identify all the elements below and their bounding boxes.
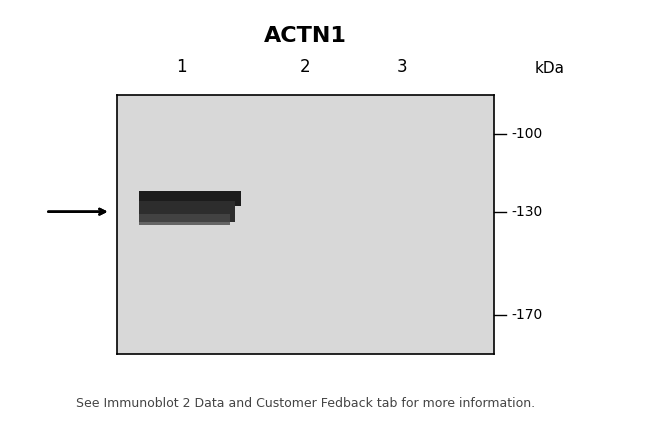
Text: -100: -100 bbox=[511, 127, 542, 141]
Text: ACTN1: ACTN1 bbox=[264, 26, 347, 46]
Bar bbox=[138, 191, 241, 206]
Text: 3: 3 bbox=[397, 57, 408, 76]
Text: 2: 2 bbox=[300, 57, 311, 76]
Bar bbox=[138, 214, 230, 225]
Text: -170: -170 bbox=[511, 308, 542, 322]
Text: kDa: kDa bbox=[534, 60, 564, 76]
Bar bbox=[138, 201, 235, 222]
Text: 1: 1 bbox=[176, 57, 187, 76]
Text: -130: -130 bbox=[511, 205, 542, 219]
Text: See Immunoblot 2 Data and Customer Fedback tab for more information.: See Immunoblot 2 Data and Customer Fedba… bbox=[76, 397, 535, 410]
